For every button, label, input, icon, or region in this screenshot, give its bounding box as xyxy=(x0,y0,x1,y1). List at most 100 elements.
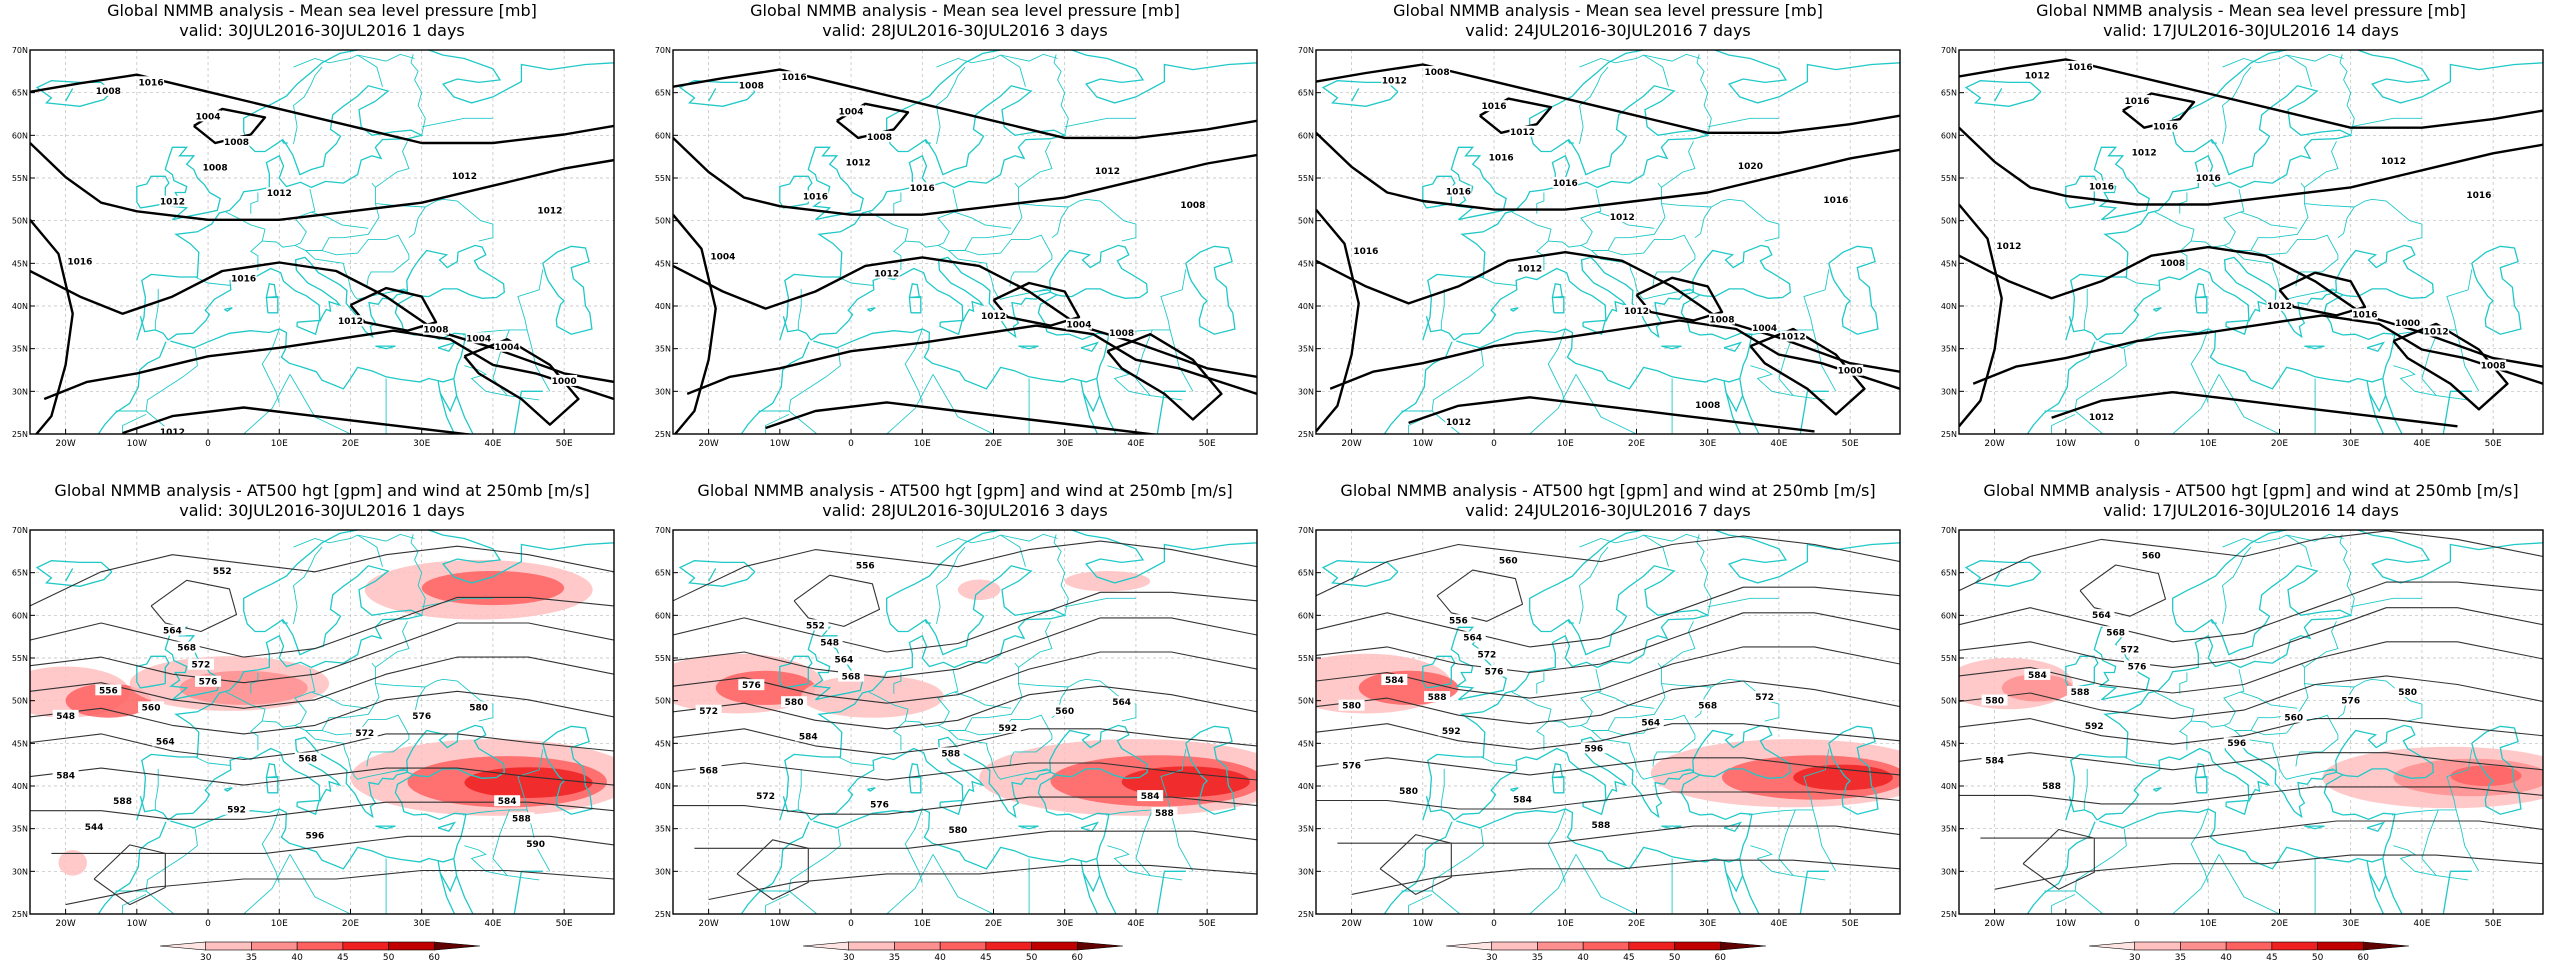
contour-label: 564 xyxy=(156,737,175,747)
contour-label-bg xyxy=(980,310,1007,322)
contour-label: 1012 xyxy=(1382,77,1407,87)
lon-tick-label: 50E xyxy=(1199,919,1216,929)
coastline xyxy=(1799,390,1829,434)
contour-label: 1004 xyxy=(1066,321,1091,331)
contour-label-bg xyxy=(95,684,122,696)
lon-tick-label: 50E xyxy=(556,919,573,929)
country-border xyxy=(2222,546,2252,624)
country-border xyxy=(2304,141,2339,188)
country-border xyxy=(195,276,231,286)
contour-label-bg xyxy=(2423,325,2450,337)
contour-label: 560 xyxy=(2142,551,2161,561)
country-border xyxy=(1529,374,1577,434)
contour-label: 588 xyxy=(1155,809,1174,819)
country-border xyxy=(293,533,415,548)
contour-label: 1016 xyxy=(1489,153,1514,163)
coastline xyxy=(1351,88,1360,102)
contour-label: 568 xyxy=(699,766,718,776)
contour-label: 1016 xyxy=(2089,182,2114,192)
contour-label: 1016 xyxy=(1482,102,1507,112)
country-border xyxy=(421,597,493,608)
contour-label: 1012 xyxy=(1510,128,1535,138)
panel-title: Global NMMB analysis - AT500 hgt [gpm] a… xyxy=(697,481,1232,500)
coastline xyxy=(1321,560,1399,587)
contour-label-bg xyxy=(2124,95,2151,107)
country-border xyxy=(1135,329,1153,396)
contour-label: 1008 xyxy=(1709,316,1734,326)
contour-label-bg xyxy=(1552,176,1579,188)
contour-label-bg xyxy=(1395,784,1422,796)
height-contour xyxy=(1959,786,2543,805)
country-border xyxy=(1053,534,1069,616)
contour-label: 1008 xyxy=(423,326,448,336)
contour-label-bg xyxy=(1459,631,1486,643)
contour-label-bg xyxy=(1623,304,1650,316)
coastline xyxy=(708,88,717,102)
lat-tick-label: 55N xyxy=(1941,654,1957,663)
country-border xyxy=(936,546,966,624)
contour-label: 1016 xyxy=(139,78,164,88)
coastline xyxy=(1692,244,1791,299)
coastline xyxy=(1098,875,1117,914)
height-contour xyxy=(30,656,614,709)
lon-tick-label: 30E xyxy=(1056,439,1073,449)
isobar xyxy=(673,213,717,434)
contour-label-bg xyxy=(2131,146,2158,158)
country-border xyxy=(1597,691,1655,709)
contour-label-bg xyxy=(830,653,857,665)
coastline xyxy=(437,821,457,832)
lat-tick-label: 35N xyxy=(1941,345,1957,354)
coastline xyxy=(2065,530,2543,821)
country-border xyxy=(868,211,909,271)
contour-label: 576 xyxy=(1342,761,1361,771)
coastline xyxy=(1425,796,1455,821)
isobar xyxy=(2278,271,2367,317)
isobar xyxy=(673,137,1257,216)
wind-colorbar: 30 35 40 45 50 60 xyxy=(802,941,1124,960)
colorbar-cell xyxy=(2271,941,2318,951)
height-contour xyxy=(1959,581,2543,643)
isobar xyxy=(30,261,614,384)
lat-tick-label: 70N xyxy=(1298,526,1314,535)
country-border xyxy=(225,211,266,271)
lat-tick-label: 55N xyxy=(1298,654,1314,663)
coastline xyxy=(810,736,1110,870)
contour-label: 1016 xyxy=(1823,196,1848,206)
contour-label: 1012 xyxy=(1996,242,2021,252)
contour-label-bg xyxy=(738,79,765,91)
contour-label-bg xyxy=(465,701,492,713)
coastline xyxy=(439,872,456,914)
coastline xyxy=(1422,530,1900,821)
lon-tick-label: 10E xyxy=(1557,919,1574,929)
height-contour xyxy=(30,545,614,607)
contour-label-bg xyxy=(1609,211,1636,223)
coastline xyxy=(65,568,74,582)
height-contour xyxy=(1959,675,2543,720)
map-frame xyxy=(1958,49,2544,435)
country-border xyxy=(262,669,316,728)
contour-label: 1000 xyxy=(552,377,577,387)
country-border xyxy=(375,198,494,242)
country-border xyxy=(2339,54,2355,136)
country-border xyxy=(1591,730,1694,780)
coastline xyxy=(1723,378,1744,413)
height-contour xyxy=(673,591,1257,653)
country-border xyxy=(1778,809,1796,876)
map-frame xyxy=(1315,529,1901,915)
height-contour xyxy=(1959,530,2543,592)
contour-label: 1012 xyxy=(452,172,477,182)
colorbar-cell xyxy=(1719,941,1767,951)
country-border xyxy=(2074,348,2127,434)
isobar xyxy=(122,406,475,434)
lon-tick-label: 10W xyxy=(770,919,790,929)
lat-tick-label: 55N xyxy=(12,654,28,663)
country-border xyxy=(1661,678,1780,722)
panel-title: Global NMMB analysis - Mean sea level pr… xyxy=(1393,1,1823,20)
map-background xyxy=(1316,50,1900,434)
contour-label: 1016 xyxy=(231,275,256,285)
country-border xyxy=(1579,546,1609,624)
lon-tick-label: 40E xyxy=(1127,919,1144,929)
country-border xyxy=(462,749,544,816)
country-border xyxy=(2218,854,2316,914)
lat-tick-label: 70N xyxy=(1941,526,1957,535)
